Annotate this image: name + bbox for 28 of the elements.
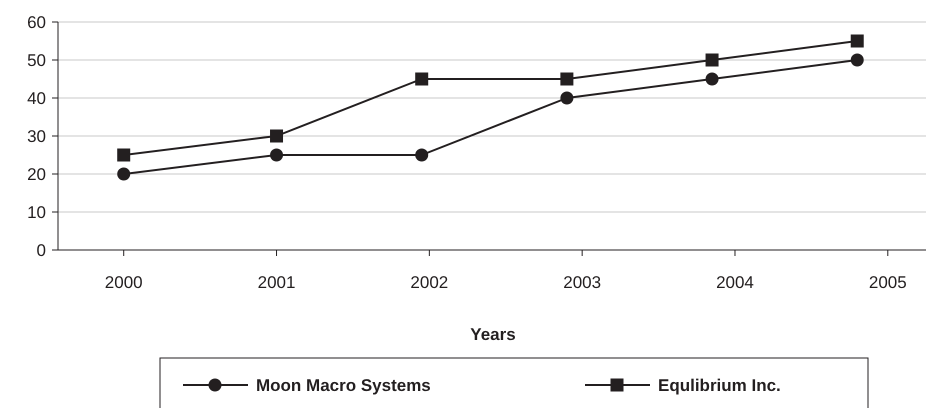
point: [415, 72, 428, 86]
point: [850, 54, 864, 66]
y-tick-label: 40: [27, 88, 46, 108]
x-tick-label: 2004: [716, 273, 754, 292]
legend-label: Moon Macro Systems: [256, 376, 431, 395]
x-tick-label: 2003: [563, 273, 602, 292]
y-tick-label: 20: [27, 164, 46, 184]
x-tick-label: 2001: [258, 273, 296, 292]
legend-label: Equlibrium Inc.: [658, 376, 781, 395]
x-tick-label: 2000: [104, 273, 143, 292]
point: [415, 148, 428, 162]
x-tick-label: 2002: [410, 273, 448, 292]
point: [850, 34, 864, 48]
point: [270, 130, 284, 142]
y-tick-label: 60: [27, 12, 46, 32]
point: [117, 168, 130, 180]
x-axis-title: Years: [470, 325, 516, 344]
y-tick-label: 10: [27, 202, 46, 222]
y-tick-label: 50: [27, 50, 46, 70]
point: [117, 148, 130, 162]
y-tick-label: 0: [36, 240, 46, 260]
y-tick-label: 30: [27, 126, 46, 146]
x-tick-label: 2005: [868, 273, 907, 292]
point: [706, 72, 719, 86]
point: [270, 148, 284, 162]
point: [560, 72, 574, 86]
point: [706, 54, 719, 66]
point: [560, 92, 574, 104]
